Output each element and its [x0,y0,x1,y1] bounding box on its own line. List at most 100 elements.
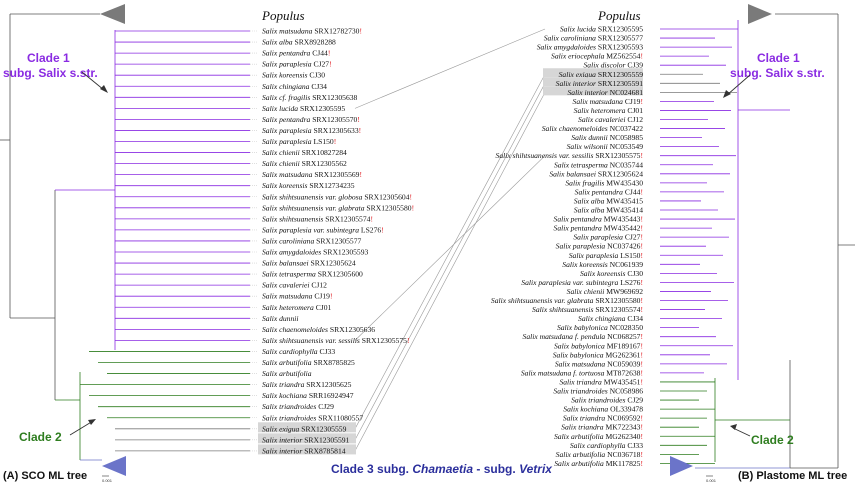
species-name: Salix pentandra [575,187,624,196]
left-leaf-label: Salix triandroides SRX11080557 [262,413,363,422]
left-highlight-box [258,444,356,455]
accession-id: SRX12305580 [365,203,412,212]
accession-id: MZ562554 [604,52,640,61]
accession-id: CJ01 [625,106,643,115]
right-clade3-triangle [670,456,693,476]
accession-id: MW435442 [602,224,641,233]
right-populus-label: Populus [597,8,641,23]
right-leaf-label: Salix tetrasperma NC035744 [554,160,643,169]
species-name: Salix shihtsuanensis var. globosa [262,192,363,201]
left-leaf-label: Salix cavaleriei CJ12 [262,281,327,290]
accession-id: SRX12305624 [309,259,356,268]
incongruence-mark: ! [640,233,643,242]
species-name: Salix shihtsuanensis [262,214,323,223]
accession-id: SRX12305577 [596,34,643,43]
incongruence-mark: ! [640,224,643,233]
accession-id: NC036718 [605,450,640,459]
right-leaf-label: Salix caroliniana SRX12305577 [544,34,643,43]
accession-id: SRX8785814 [302,446,345,455]
right-leaf-label: Salix amygdaloides SRX12305593 [537,43,644,52]
right-leaf-branches [660,28,738,464]
left-leaf-label: Salix matsudana SRX12782730! [262,27,362,36]
right-leaf-label: Salix fragilis MW435430 [565,178,643,187]
accession-id: CJ12 [625,115,643,124]
species-name: Salix dunnii [262,314,299,323]
incongruence-mark: ! [640,341,643,350]
species-name: Salix arbutifolia [262,369,312,378]
species-name: Salix amygdaloides [262,248,321,257]
accession-id: LS276 [359,225,381,234]
right-leaf-label: Salix eriocephala MZ562554! [551,52,643,61]
left-leaf-label: Salix chienii SRX10827284 [262,148,347,157]
accession-id: SRX12305575 [360,336,407,345]
accession-id: OL339478 [608,405,643,414]
incongruence-mark: ! [640,359,643,368]
species-name: Salix koreensis [562,260,608,269]
incongruence-mark: ! [359,170,362,179]
incongruence-mark: ! [640,52,643,61]
right-leaf-label: Salix alba MW435414 [574,206,643,215]
species-name: Salix triandroides [553,387,607,396]
accession-id: MW969692 [604,287,643,296]
right-leaf-label: Salix discolor CJ39 [584,61,644,70]
right-leaf-label: Salix shihtsuanensis SRX12305574! [532,305,643,314]
right-leaf-label: Salix babylonica MF189167! [554,341,643,350]
left-leaf-branches [80,30,258,452]
right-leaf-label: Salix matsudana NC059039! [555,359,643,368]
accession-id: SRX12305625 [304,380,351,389]
right-leaf-label: Salix triandroides NC058986 [553,387,643,396]
incongruence-mark: ! [330,292,333,301]
species-name: Salix matsudana [555,359,606,368]
incongruence-mark: ! [407,336,410,345]
right-leaf-label: Salix triandra MK722343! [561,423,643,432]
accession-id: MW435414 [604,206,643,215]
species-name: Salix tetrasperma [262,270,316,279]
right-leaf-label: Salix alba MW435415 [574,196,643,205]
species-name: Salix triandra [563,414,606,423]
right-leaf-label: Salix babylonica NC028350 [557,323,643,332]
incongruence-mark: ! [640,215,643,224]
species-name: Salix interior [262,435,302,444]
right-leaf-label: Salix lucida SRX12305595 [560,25,643,34]
species-name: Salix matsudana [262,27,313,36]
species-name: Salix lucida [560,25,596,34]
left-leaf-label: Salix triandra SRX12305625 [262,380,352,389]
accession-id: CJ27 [623,233,641,242]
accession-id: SRX12305633 [312,126,359,135]
left-leaf-label: Salix matsudana SRX12305569! [262,170,362,179]
left-leaf-label: Salix koreensis SRX12734235 [262,181,355,190]
species-name: Salix arbutifolia [554,432,604,441]
accession-id: SRX12305580 [593,296,640,305]
left-leaf-label: Salix shihtsuanensis var. glabrata SRX12… [262,203,414,212]
right-leaf-label: Salix exigua SRX12305559 [559,70,644,79]
accession-id: SRX12305559 [596,70,643,79]
accession-id: SRX12305591 [302,435,349,444]
taxon-connector [354,83,546,440]
accession-id: CJ19 [312,292,330,301]
accession-id: SRX8928288 [293,38,336,47]
species-name: Salix paraplesia [556,242,606,251]
accession-id: SRX12305593 [321,248,368,257]
species-name: Salix paraplesia var. subintegra [262,225,359,234]
right-leaf-label: Salix pentandra MW435443! [554,215,643,224]
clade3-label: Clade 3 subg. Chamaetia - subg. Vetrix [331,462,553,476]
left-populus-label: Populus [261,8,305,23]
accession-id: NC058985 [608,133,643,142]
accession-id: LS276 [618,278,640,287]
clade3-part1: Clade 3 subg. [331,462,412,476]
accession-id: LS150 [312,137,334,146]
species-name: Salix wilsonii [567,142,608,151]
species-name: Salix balansaei [549,169,596,178]
species-name: Salix exigua [559,70,597,79]
accession-id: MK117825 [604,459,641,468]
accession-id: SRX12305570 [310,115,357,124]
incongruence-mark: ! [640,432,643,441]
left-clade1-subtitle: subg. Salix s.str. [3,66,98,80]
accession-id: SRX12305636 [328,325,375,334]
left-leaf-label: Salix cf. fragilis SRX12305638 [262,93,358,102]
left-leaf-labels: Salix matsudana SRX12782730! Salix alba S… [258,27,414,455]
species-name: Salix arbutifolia [262,358,312,367]
incongruence-mark: ! [640,459,643,468]
left-leaf-label: Salix shihtsuanensis var. globosa SRX123… [262,192,412,201]
incongruence-mark: ! [640,97,643,106]
